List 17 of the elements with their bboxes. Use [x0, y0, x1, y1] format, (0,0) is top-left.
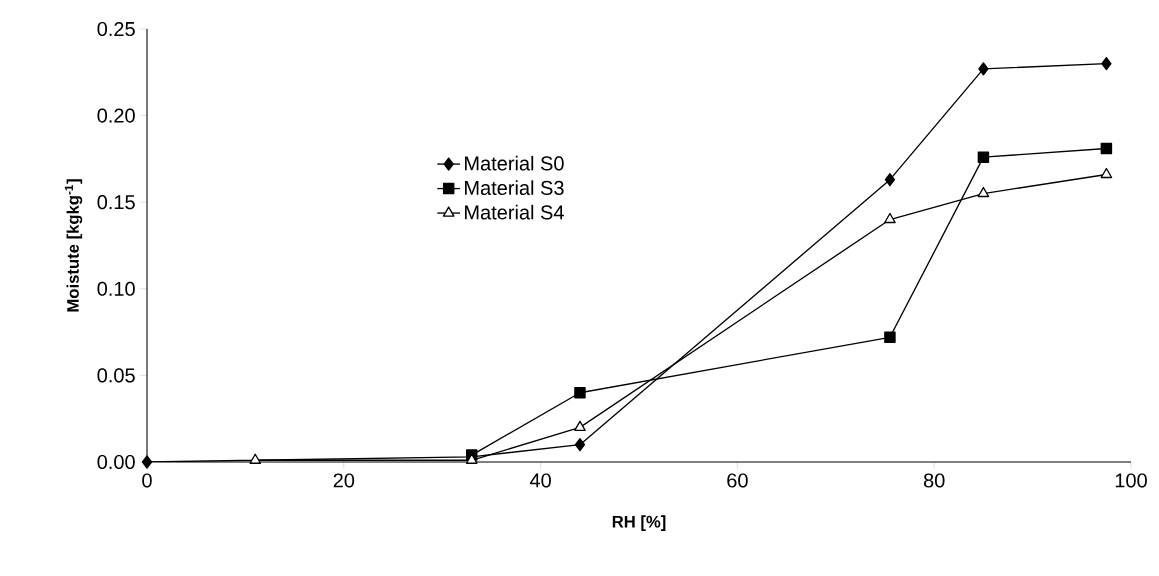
x-tick-label: 60: [727, 473, 748, 488]
x-tick-label: 80: [923, 473, 945, 488]
y-axis-title: Moistute [kgkg$^{-1}$]: [64, 179, 83, 312]
x-tick-label: 100: [1115, 473, 1147, 488]
legend-label: Material S0: [465, 155, 564, 171]
x-tick-label: 40: [529, 473, 551, 488]
y-tick-label: 0.15: [97, 195, 135, 210]
y-tick-label: 0.10: [97, 281, 135, 296]
x-tick-label: 20: [333, 473, 355, 488]
legend-label: Material S4: [465, 204, 564, 220]
y-tick-label: 0.25: [97, 21, 135, 37]
y-tick-label: 0.00: [97, 454, 135, 470]
x-axis-title: RH [%]: [612, 515, 666, 531]
y-tick-label: 0.05: [97, 368, 135, 383]
y-tick-label: 0.20: [97, 108, 135, 123]
legend-label: Material S3: [465, 180, 564, 196]
x-tick-label: 0: [142, 473, 152, 488]
